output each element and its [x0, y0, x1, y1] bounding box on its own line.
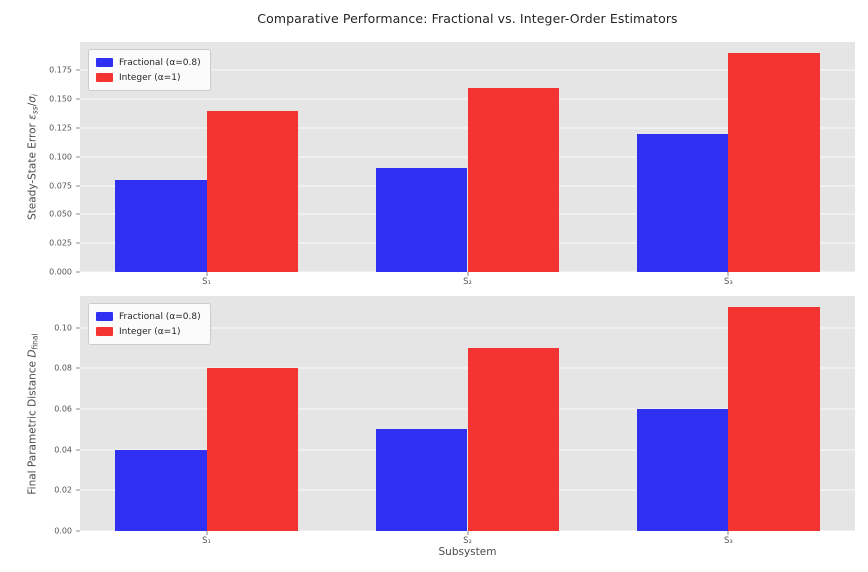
y-axis-label-segment: σ — [26, 96, 39, 103]
y-tick-label: 0.10 — [54, 323, 72, 333]
legend-item: Integer (α=1) — [96, 324, 201, 339]
y-tick-label: 0.075 — [49, 181, 72, 191]
y-tick-mark — [76, 271, 80, 273]
y-axis-label-segment: ε — [26, 114, 39, 120]
bar-fractional — [637, 408, 729, 531]
y-tick-mark — [76, 213, 80, 215]
legend: Fractional (α=0.8) Integer (α=1) — [88, 303, 211, 345]
y-axis-label-segment: Final Parametric Distance — [26, 357, 39, 495]
top-plot-area — [80, 42, 855, 272]
x-tick-mark — [727, 531, 729, 535]
y-tick-label: 0.050 — [49, 209, 72, 219]
x-tick-mark — [206, 531, 208, 535]
y-tick-label: 0.06 — [54, 404, 72, 414]
y-axis-label: Final Parametric Distance Dfinal — [27, 333, 40, 494]
y-tick-mark — [76, 327, 80, 329]
y-axis-label-segment: ss — [30, 106, 40, 115]
y-tick-label: 0.025 — [49, 238, 72, 248]
legend-swatch-integer — [96, 327, 113, 336]
y-axis-label: Steady-State Error εss/σi — [27, 94, 40, 220]
legend-swatch-integer — [96, 73, 113, 82]
y-tick-mark — [76, 98, 80, 100]
x-tick-mark — [467, 531, 468, 535]
y-tick-mark — [76, 242, 80, 244]
y-tick-mark — [76, 408, 80, 410]
y-tick-mark — [76, 449, 80, 451]
y-tick-label: 0.00 — [54, 526, 72, 536]
bar-fractional — [115, 449, 207, 531]
legend-item: Fractional (α=0.8) — [96, 309, 201, 324]
top-chart: 0.000 0.025 0.050 0.075 0.100 0.125 0.150 0.175… — [27, 42, 855, 287]
y-tick-label: 0.125 — [49, 123, 72, 133]
gridline — [80, 327, 855, 329]
bar-integer — [728, 52, 820, 272]
x-tick-mark — [206, 272, 208, 276]
bottom-chart: 0.00 0.02 0.04 0.06 0.08 0.10 S₁ S₂ S₃ Final Para… — [27, 296, 855, 546]
y-axis-label-segment: i — [30, 93, 40, 97]
y-tick-mark — [76, 156, 80, 158]
y-tick-mark — [76, 367, 80, 369]
bottom-plot-area — [80, 296, 855, 531]
legend-label: Fractional (α=0.8) — [119, 311, 201, 322]
y-axis-label-segment: Steady-State Error — [26, 119, 39, 221]
gridline — [80, 69, 855, 71]
y-tick-label: 0.150 — [49, 94, 72, 104]
y-tick-label: 0.08 — [54, 363, 72, 373]
x-tick-mark — [467, 272, 468, 276]
y-tick-label: 0.04 — [54, 445, 72, 455]
y-tick-label: 0.100 — [49, 152, 72, 162]
bar-integer — [467, 87, 559, 272]
bar-integer — [206, 110, 298, 272]
x-tick-mark — [727, 272, 729, 276]
y-tick-label: 0.02 — [54, 485, 72, 495]
bar-fractional — [115, 179, 207, 272]
x-axis-label: Subsystem — [438, 546, 497, 558]
y-axis-label-segment: / — [26, 102, 39, 107]
y-tick-mark — [76, 69, 80, 71]
y-tick-label: 0.000 — [49, 267, 72, 277]
legend-swatch-fractional — [96, 312, 113, 321]
x-tick-label: S₃ — [724, 536, 733, 546]
bar-integer — [206, 368, 298, 531]
x-tick-label: S₁ — [202, 277, 211, 287]
chart-title: Comparative Performance: Fractional vs. … — [257, 11, 678, 26]
y-axis-label-segment: final — [30, 332, 40, 350]
legend-label: Integer (α=1) — [119, 326, 181, 337]
legend-label: Integer (α=1) — [119, 72, 181, 83]
x-tick-label: S₂ — [463, 536, 472, 546]
bar-integer — [728, 307, 820, 531]
legend-label: Fractional (α=0.8) — [119, 57, 201, 68]
legend-item: Integer (α=1) — [96, 70, 201, 85]
y-tick-mark — [76, 489, 80, 491]
legend-item: Fractional (α=0.8) — [96, 55, 201, 70]
bar-fractional — [376, 429, 468, 531]
bar-fractional — [376, 168, 468, 272]
y-tick-mark — [76, 185, 80, 187]
y-axis-label-segment: D — [26, 349, 39, 358]
x-tick-label: S₃ — [724, 277, 733, 287]
y-tick-mark — [76, 127, 80, 129]
y-tick-mark — [76, 530, 80, 532]
bar-integer — [467, 347, 559, 531]
bar-fractional — [637, 133, 729, 272]
x-tick-label: S₁ — [202, 536, 211, 546]
legend: Fractional (α=0.8) Integer (α=1) — [88, 49, 211, 91]
y-tick-label: 0.175 — [49, 65, 72, 75]
x-tick-label: S₂ — [463, 277, 472, 287]
legend-swatch-fractional — [96, 58, 113, 67]
